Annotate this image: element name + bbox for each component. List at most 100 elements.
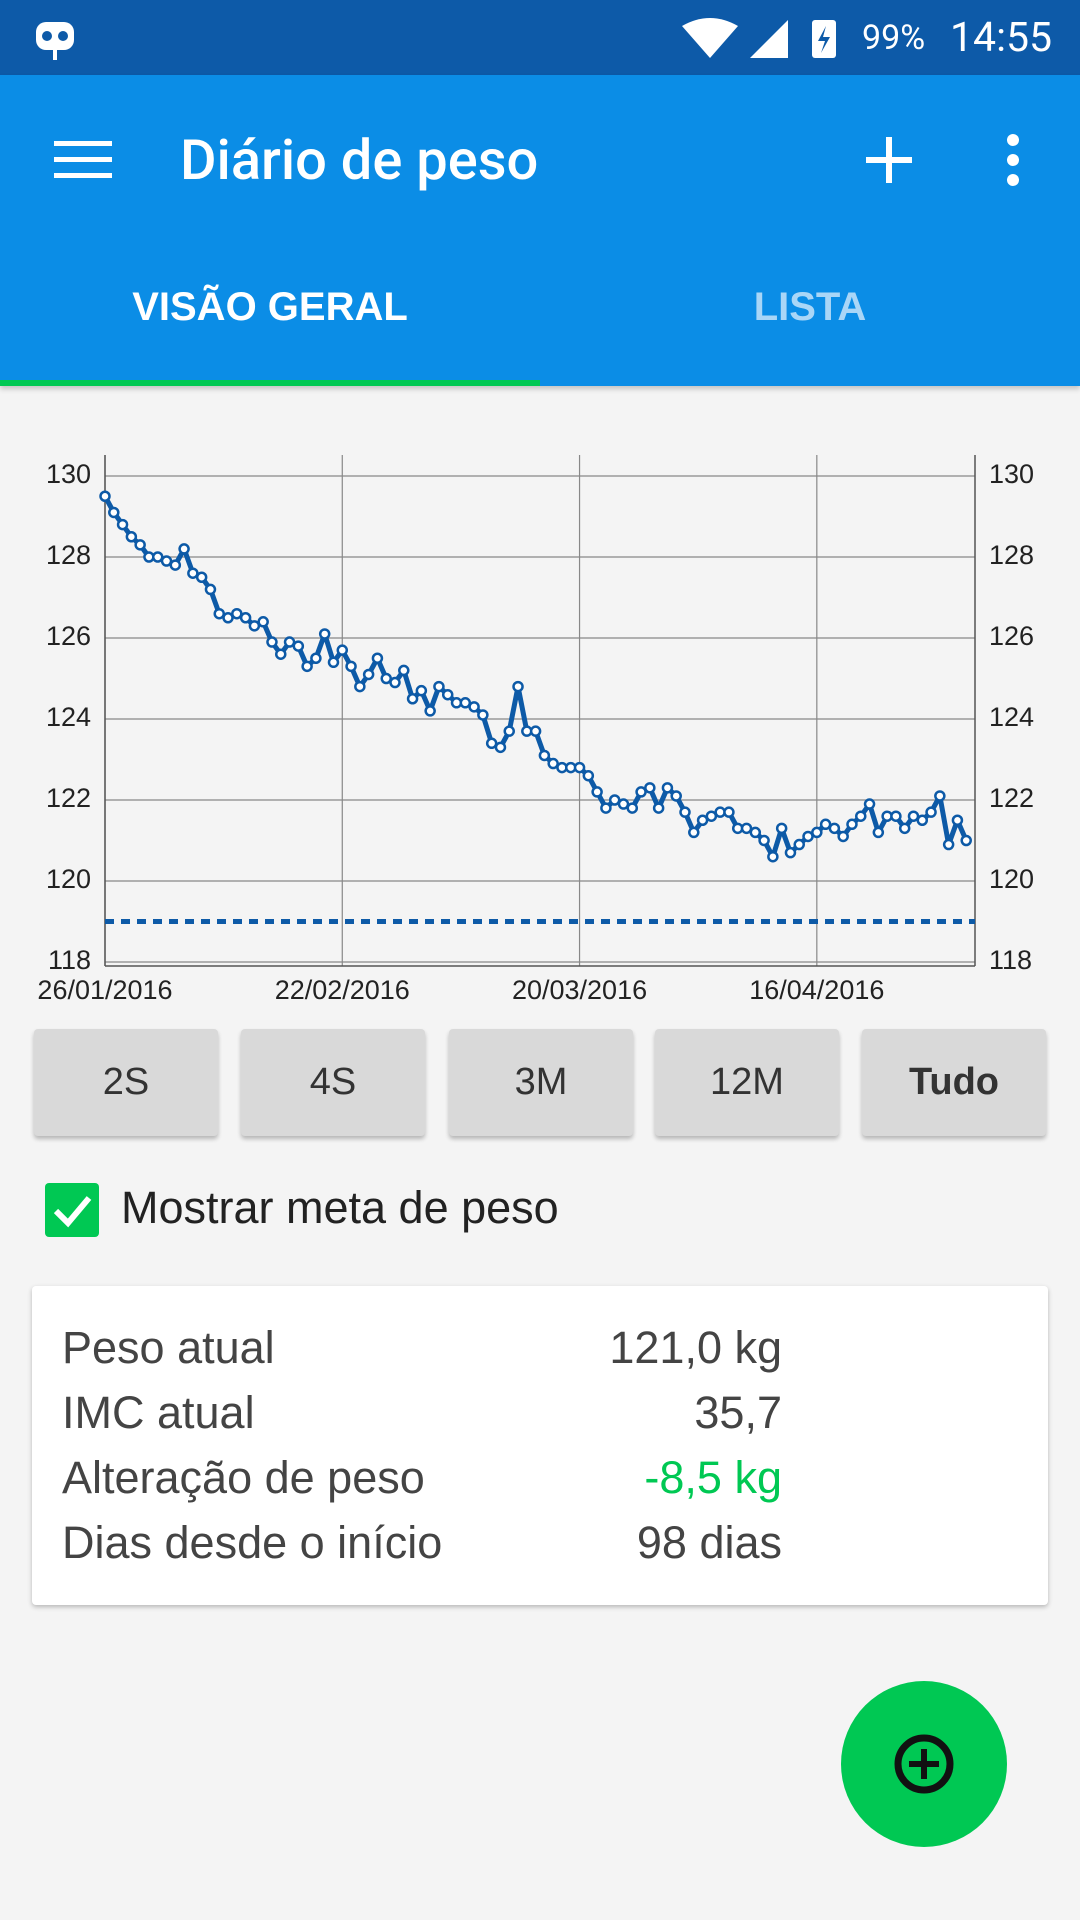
point	[819, 818, 832, 831]
fab-add[interactable]	[839, 1679, 1009, 1849]
point	[248, 620, 261, 632]
point	[538, 749, 551, 762]
point	[354, 680, 366, 693]
point	[573, 761, 586, 774]
point	[890, 810, 902, 822]
point	[512, 680, 524, 693]
point	[767, 850, 779, 863]
tab[interactable]: LISTA	[753, 285, 867, 329]
y-tick-label: 122	[46, 783, 91, 813]
y2-tick-label: 124	[989, 702, 1034, 732]
stat-row: Peso atual 121,0 kg	[62, 1322, 782, 1374]
checkbox-label: Mostrar meta de peso	[121, 1182, 559, 1233]
stat-label: Dias desde o início	[62, 1517, 443, 1568]
point	[916, 814, 929, 826]
point	[503, 725, 515, 737]
y2-tick-label: 122	[989, 783, 1034, 813]
app-bar: Diário de peso VISÃO GERAL LISTA	[0, 75, 1080, 386]
point	[336, 644, 349, 656]
point	[345, 660, 357, 673]
y2-tick-label: 120	[989, 864, 1034, 894]
point	[108, 506, 120, 519]
stat-label: IMC atual	[62, 1387, 255, 1438]
point	[424, 705, 436, 717]
point	[591, 786, 603, 798]
point	[318, 628, 331, 640]
battery: 99%	[862, 18, 926, 58]
stat-value: 98 dias	[636, 1517, 782, 1568]
range-button[interactable]: 3M	[449, 1029, 633, 1136]
point	[310, 652, 322, 664]
point	[670, 790, 682, 802]
point	[828, 822, 841, 835]
tab-indicator	[0, 380, 540, 386]
y-tick-label: 126	[46, 621, 91, 651]
point	[477, 709, 489, 721]
point	[169, 559, 182, 571]
range-button[interactable]: Tudo	[862, 1029, 1046, 1136]
point	[160, 555, 173, 567]
point	[406, 693, 419, 705]
point	[433, 680, 445, 693]
y-tick-label: 124	[46, 702, 91, 732]
checkmark	[53, 1196, 92, 1228]
range-button[interactable]: 4S	[241, 1029, 425, 1136]
point	[942, 838, 955, 851]
point	[380, 672, 392, 685]
point	[758, 834, 770, 847]
line	[102, 495, 969, 860]
point	[960, 834, 972, 847]
point	[485, 737, 498, 750]
y2-tick-label: 118	[989, 945, 1032, 975]
point	[275, 648, 287, 660]
stats-card: Peso atual 121,0 kg IMC atual 35,7 Alteração…	[32, 1286, 1048, 1605]
stat-row: Alteração de peso -8,5 kg	[62, 1452, 782, 1504]
point	[661, 782, 674, 794]
point	[600, 802, 612, 814]
point	[529, 725, 542, 737]
point	[441, 688, 454, 701]
point	[204, 583, 217, 596]
stat-label: Alteração de peso	[62, 1452, 425, 1503]
point	[652, 802, 665, 814]
range-button[interactable]: 12M	[655, 1029, 839, 1136]
point	[116, 518, 129, 531]
point	[934, 790, 946, 802]
point	[99, 490, 111, 502]
point	[178, 543, 190, 555]
x-tick-label: 20/03/2016	[512, 975, 647, 1005]
point	[151, 551, 164, 563]
tab[interactable]: VISÃO GERAL	[132, 285, 408, 329]
clock: 14:55	[950, 14, 1053, 62]
point	[617, 798, 630, 810]
point	[582, 769, 595, 782]
range-button[interactable]: 2S	[34, 1029, 218, 1136]
point	[494, 741, 507, 754]
point	[125, 531, 138, 543]
point	[863, 798, 876, 810]
point	[696, 814, 709, 826]
checkbox[interactable]	[45, 1183, 99, 1237]
point	[749, 826, 762, 839]
add-button[interactable]	[866, 137, 912, 183]
more-button[interactable]	[1000, 133, 1026, 187]
y-tick-label: 128	[46, 540, 91, 570]
point	[837, 830, 849, 843]
status-icon	[36, 22, 74, 60]
point	[872, 826, 885, 839]
status-icons	[682, 18, 836, 58]
point	[231, 607, 243, 620]
status-bar: 99% 14:55	[0, 0, 1080, 75]
menu-button[interactable]	[54, 137, 112, 181]
point	[925, 806, 937, 818]
point	[898, 822, 911, 835]
y-tick-label: 120	[46, 864, 91, 894]
point	[389, 676, 401, 689]
point	[222, 612, 234, 624]
point	[371, 652, 384, 664]
stat-value: -8,5 kg	[644, 1452, 782, 1503]
point	[679, 806, 691, 818]
point	[239, 612, 252, 624]
point	[292, 640, 305, 652]
